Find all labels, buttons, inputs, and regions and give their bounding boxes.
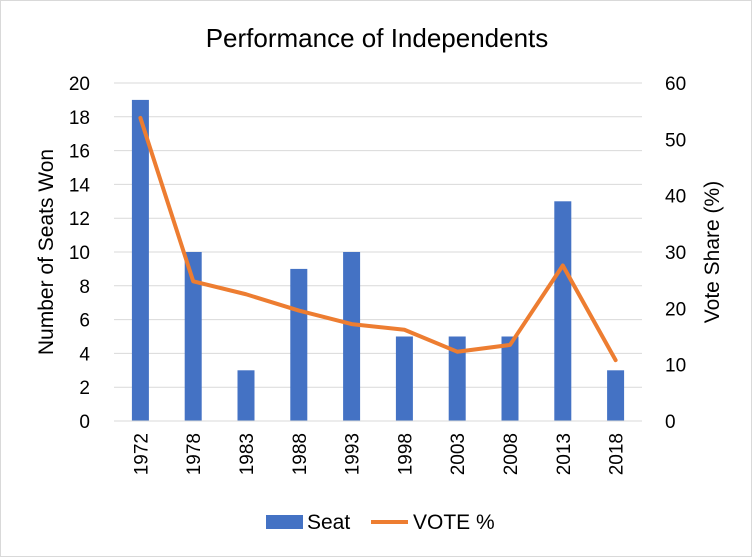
y-right-tick-label: 40	[665, 187, 686, 208]
seat-bar	[501, 336, 519, 421]
x-tick-label: 1993	[343, 433, 364, 475]
x-tick-label: 2008	[501, 433, 522, 475]
seat-bar	[131, 99, 149, 422]
y-right-tick-label: 10	[665, 356, 686, 377]
seat-bar	[395, 336, 413, 421]
y-left-tick-label: 8	[79, 277, 90, 298]
y-right-tick-label: 50	[665, 130, 686, 151]
right-axis-ticks: 0 10 20 30 40 50 60	[665, 74, 686, 433]
seat-bar	[448, 336, 466, 421]
vote-share-point	[509, 344, 511, 346]
seat-bar	[343, 252, 361, 421]
vote-share-point	[139, 117, 141, 119]
y-left-tick-label: 0	[79, 412, 90, 433]
vote-share-point	[351, 323, 353, 325]
gridlines	[114, 82, 642, 388]
x-tick-label: 1983	[237, 433, 258, 475]
y-left-tick-label: 16	[69, 142, 90, 163]
chart-title: Performance of Independents	[206, 23, 549, 53]
seat-bar	[290, 268, 308, 421]
x-tick-label: 2013	[554, 433, 575, 475]
y-left-tick-label: 2	[79, 378, 90, 399]
x-tick-label: 2018	[607, 433, 628, 475]
legend-seat-swatch	[266, 515, 303, 529]
vote-share-line-group	[138, 115, 618, 363]
x-tick-label: 1988	[290, 433, 311, 475]
y-left-tick-label: 10	[69, 243, 90, 264]
vote-share-point	[245, 293, 247, 295]
y-left-tick-label: 18	[69, 108, 90, 129]
y-right-tick-label: 20	[665, 299, 686, 320]
seat-bar	[184, 252, 202, 421]
y-right-tick-label: 0	[665, 412, 676, 433]
y-axis-right-label: Vote Share (%)	[701, 181, 724, 323]
vote-share-point	[192, 280, 194, 282]
x-tick-label: 1972	[131, 433, 152, 475]
legend-seat-label: Seat	[307, 511, 350, 534]
y-axis-left-label: Number of Seats Won	[35, 149, 58, 355]
y-left-tick-label: 4	[79, 344, 90, 365]
vote-share-point	[562, 265, 564, 267]
y-left-tick-label: 6	[79, 311, 90, 332]
vote-share-line	[138, 115, 618, 363]
vote-share-point	[403, 329, 405, 331]
legend: Seat VOTE %	[266, 511, 495, 534]
seat-bar	[554, 201, 572, 421]
seat-bar	[607, 370, 625, 421]
vote-share-point	[298, 310, 300, 312]
y-left-tick-label: 20	[69, 74, 90, 95]
seat-bar	[237, 370, 255, 421]
x-tick-label: 1998	[395, 433, 416, 475]
y-left-tick-label: 12	[69, 209, 90, 230]
x-axis-ticks: 1972 1978 1983 1988 1993 1998 2003 2008 2013 2018	[131, 433, 627, 475]
vote-share-point	[456, 351, 458, 353]
vote-share-point	[615, 359, 617, 361]
left-axis-ticks: 0 2 4 6 8 10 12 14 16 18 20	[69, 74, 91, 433]
y-left-tick-label: 14	[69, 175, 91, 196]
seat-bars	[131, 99, 625, 422]
x-tick-label: 1978	[184, 433, 205, 475]
legend-vote-label: VOTE %	[413, 511, 495, 534]
y-right-tick-label: 30	[665, 243, 686, 264]
x-tick-label: 2003	[448, 433, 469, 475]
y-right-tick-label: 60	[665, 74, 686, 95]
